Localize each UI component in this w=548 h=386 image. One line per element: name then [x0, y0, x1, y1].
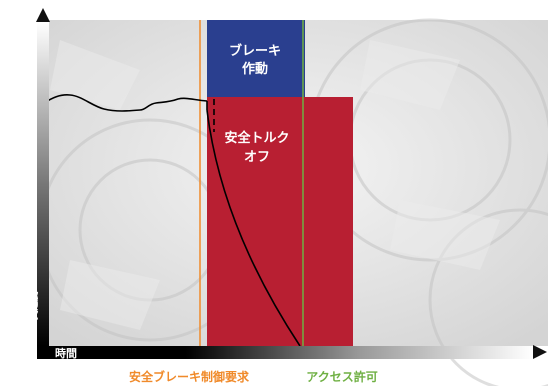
safe-brake-request-label: 安全ブレーキ制御要求: [129, 369, 250, 384]
speed-curve-deceleration: [206, 109, 301, 347]
brake-label-line2: 作動: [242, 61, 268, 77]
speed-curve-running: [43, 94, 208, 112]
x-axis-bar: [37, 346, 533, 359]
brake-label-line1: ブレーキ: [229, 43, 281, 59]
x-axis-arrow-icon: [533, 345, 547, 359]
x-axis-label: 時間: [55, 346, 77, 360]
sto-label-line1: 安全トルク: [224, 130, 289, 146]
sto-label-line2: オフ: [244, 150, 270, 165]
brake-region: [207, 20, 305, 97]
safe-torque-off-region: [207, 97, 353, 346]
access-permit-label: アクセス許可: [306, 369, 377, 384]
y-axis-bar: [37, 22, 49, 346]
y-axis-arrow-icon: [36, 8, 50, 22]
y-axis-label: 実速度: [28, 291, 40, 320]
